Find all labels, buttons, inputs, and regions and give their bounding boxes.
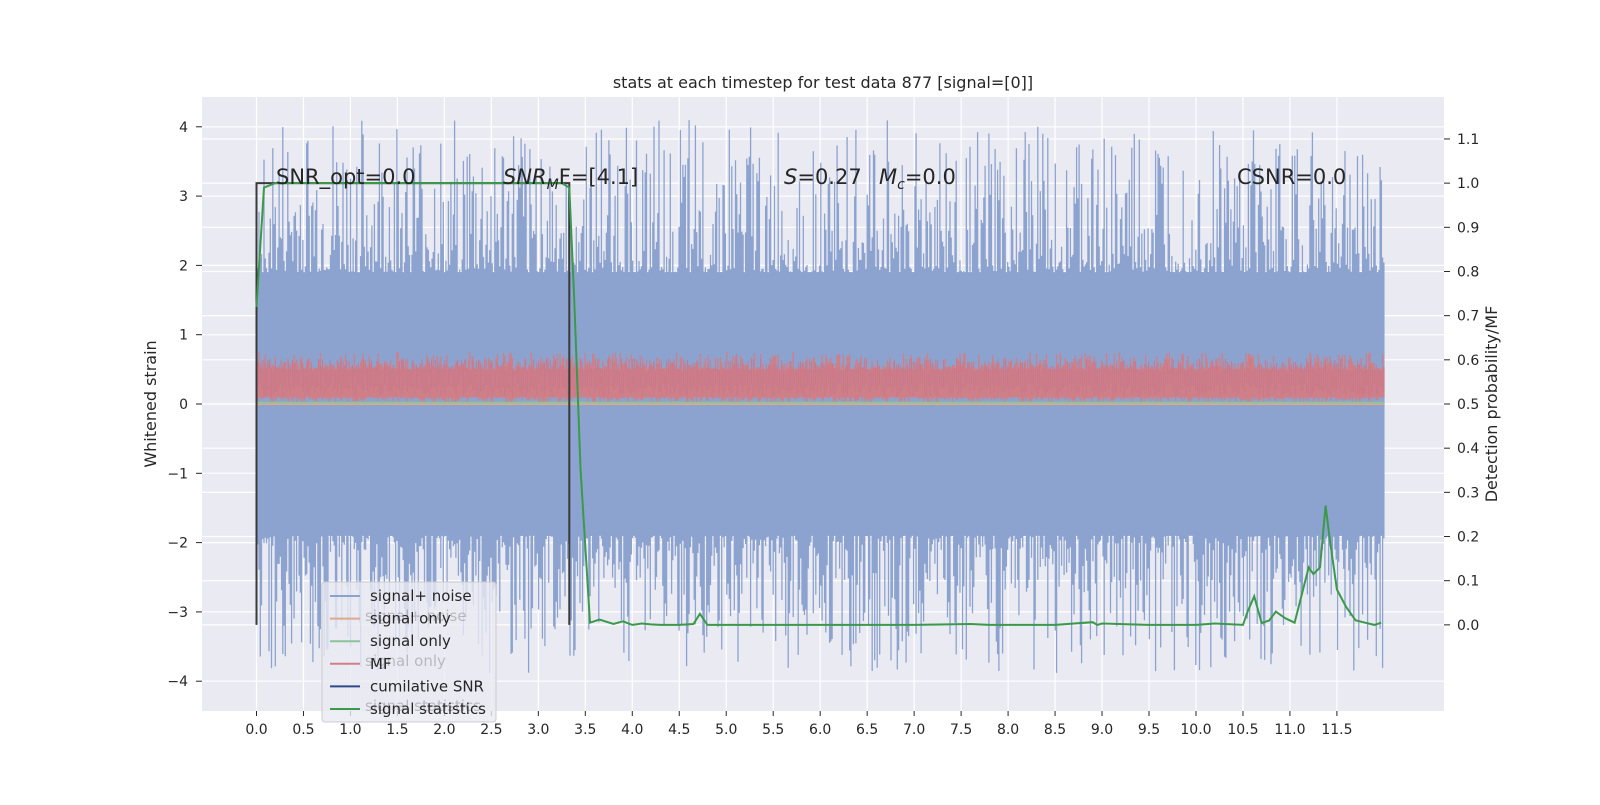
x-tick-label-17: 8.5 — [1044, 722, 1066, 738]
y-left-tick-label-6: 2 — [179, 258, 188, 274]
legend-ghost-label-1: signal+ noise — [365, 607, 467, 625]
x-tick-label-21: 10.5 — [1227, 722, 1258, 738]
annotation-mc-val: =0.0 — [905, 165, 956, 189]
legend-label-4: cumilative SNR — [370, 677, 484, 695]
annotation-snr-mf-suffix: F=[4.1] — [559, 165, 638, 189]
series-layer — [255, 120, 1385, 673]
x-tick-label-8: 4.0 — [621, 722, 643, 738]
x-tick-label-2: 1.0 — [339, 722, 361, 738]
y-right-tick-label-5: 0.5 — [1457, 397, 1479, 413]
y-right-tick-label-11: 1.1 — [1457, 132, 1479, 148]
legend-label-3: MF — [370, 655, 392, 673]
y-right-tick-label-8: 0.8 — [1457, 264, 1479, 280]
legend-label-0: signal+ noise — [370, 587, 472, 605]
annotation-snr-mf-sub: M — [547, 177, 559, 193]
x-tick-label-22: 11.0 — [1274, 722, 1305, 738]
x-tick-label-5: 2.5 — [480, 722, 502, 738]
tick-layer: 0.0 0.5 1.0 1.5 2.0 2.5 3.0 3.5 4.0 4.5 5.0 5.5 6.0 6… — [167, 120, 1479, 738]
x-tick-label-3: 1.5 — [386, 722, 408, 738]
x-tick-label-16: 8.0 — [997, 722, 1019, 738]
annotation-mc-var: M — [879, 165, 897, 189]
annotation-snr-mf: SNRMF=[4.1] — [503, 165, 638, 193]
y-left-tick-label-4: 0 — [179, 397, 188, 413]
annotation-s-var: S — [784, 165, 797, 189]
legend: signal+ noise signal only signal statist… — [321, 581, 497, 723]
x-tick-label-13: 6.5 — [856, 722, 878, 738]
y-right-tick-label-10: 1.0 — [1457, 176, 1479, 192]
x-tick-label-6: 3.0 — [527, 722, 549, 738]
x-tick-label-4: 2.0 — [433, 722, 455, 738]
x-tick-label-20: 10.0 — [1180, 722, 1211, 738]
legend-ghost-text: signal+ noise signal only signal statist… — [365, 607, 481, 715]
y-right-tick-label-3: 0.3 — [1457, 485, 1479, 501]
y-right-tick-label-4: 0.4 — [1457, 441, 1479, 457]
y-axis-label-right: Detection probability/MF — [1482, 306, 1501, 503]
annotation-mc-sub: c — [897, 177, 905, 193]
y-right-tick-label-9: 0.9 — [1457, 220, 1479, 236]
y-left-tick-label-7: 3 — [179, 189, 188, 205]
y-left-tick-label-2: −2 — [167, 536, 188, 552]
y-left-tick-label-0: −4 — [167, 674, 188, 690]
x-tick-label-15: 7.5 — [950, 722, 972, 738]
y-right-tick-label-6: 0.6 — [1457, 353, 1479, 369]
annotation-s-val: =0.27 — [797, 165, 861, 189]
annotation-snr-opt: SNR_opt=0.0 — [276, 165, 416, 190]
legend-label-2: signal only — [370, 632, 451, 650]
x-tick-label-7: 3.5 — [574, 722, 596, 738]
annotation-csnr: CSNR=0.0 — [1237, 165, 1346, 189]
series-5-signal-statistics — [255, 182, 1382, 626]
y-axis-label-left: Whitened strain — [141, 340, 160, 467]
x-tick-label-19: 9.5 — [1138, 722, 1160, 738]
legend-label-5: signal statistics — [370, 700, 486, 718]
annotation-s: S=0.27 — [784, 165, 862, 189]
y-right-tick-label-1: 0.1 — [1457, 574, 1479, 590]
y-right-tick-label-2: 0.2 — [1457, 530, 1479, 546]
x-tick-label-23: 11.5 — [1321, 722, 1352, 738]
chart-title: stats at each timestep for test data 877… — [613, 73, 1033, 92]
x-tick-label-11: 5.5 — [762, 722, 784, 738]
legend-ghost-label-3: signal statistics — [365, 697, 481, 715]
y-right-tick-label-7: 0.7 — [1457, 309, 1479, 325]
y-left-tick-label-8: 4 — [179, 120, 188, 136]
y-right-tick-label-0: 0.0 — [1457, 618, 1479, 634]
y-left-tick-label-1: −3 — [167, 605, 188, 621]
annotation-snr-mf-prefix: SNR — [503, 165, 547, 189]
y-left-tick-label-3: −1 — [167, 466, 188, 482]
legend-ghost-label-2: signal only — [365, 652, 446, 670]
annotation-mc: Mc=0.0 — [879, 165, 956, 193]
legend-box — [321, 581, 497, 723]
x-tick-label-12: 6.0 — [809, 722, 831, 738]
x-tick-label-14: 7.0 — [903, 722, 925, 738]
x-tick-label-0: 0.0 — [245, 722, 267, 738]
x-tick-label-10: 5.0 — [715, 722, 737, 738]
x-tick-label-1: 0.5 — [292, 722, 314, 738]
legend-label-1: signal only — [370, 610, 451, 628]
x-tick-label-18: 9.0 — [1091, 722, 1113, 738]
x-tick-label-9: 4.5 — [668, 722, 690, 738]
y-left-tick-label-5: 1 — [179, 328, 188, 344]
